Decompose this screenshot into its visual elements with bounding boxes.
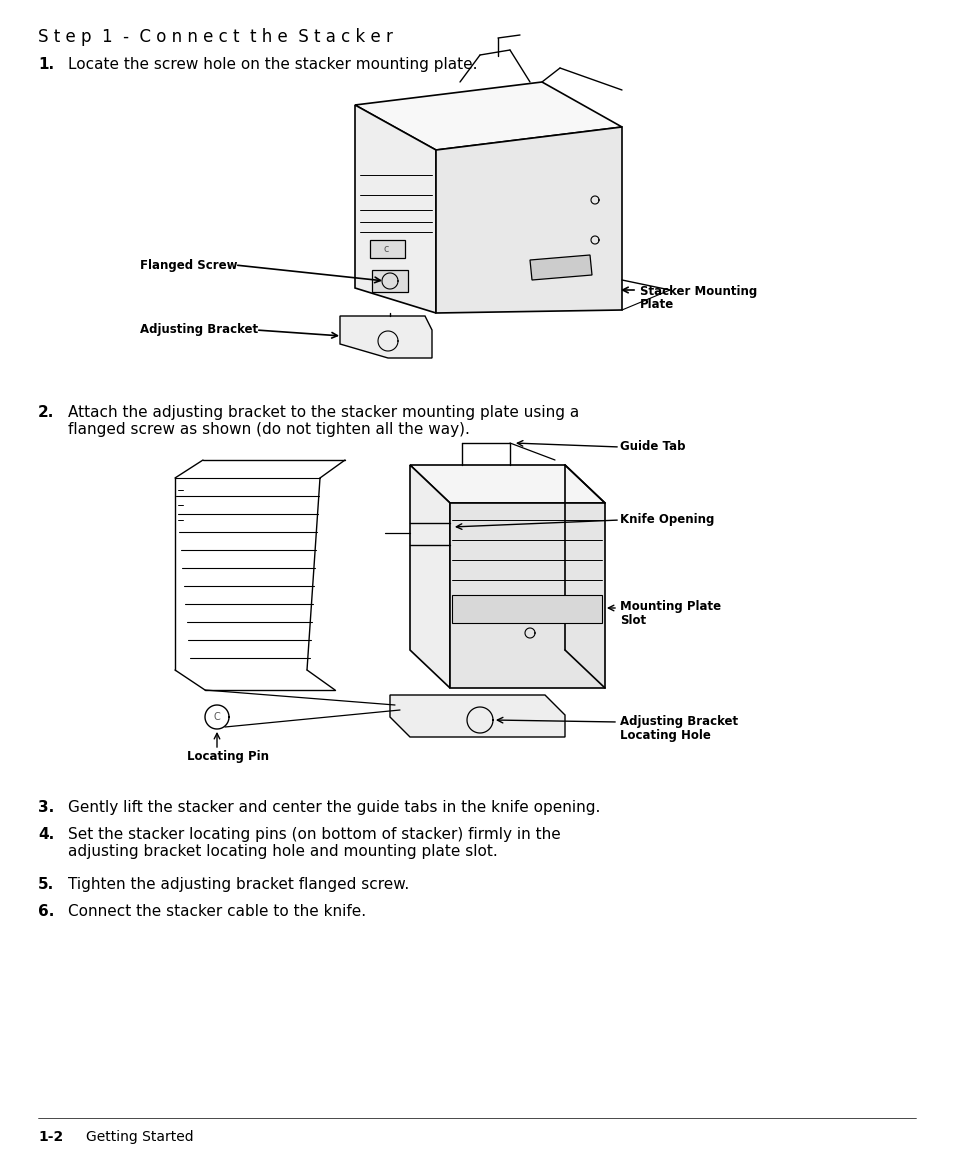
Text: Slot: Slot: [619, 614, 645, 627]
Text: 2.: 2.: [38, 404, 54, 420]
Text: Plate: Plate: [639, 298, 674, 311]
Text: 1.: 1.: [38, 57, 54, 72]
Text: Locating Hole: Locating Hole: [619, 729, 710, 742]
Text: Attach the adjusting bracket to the stacker mounting plate using a: Attach the adjusting bracket to the stac…: [68, 404, 578, 420]
Text: Getting Started: Getting Started: [86, 1130, 193, 1144]
Text: 4.: 4.: [38, 828, 54, 841]
Polygon shape: [355, 82, 621, 150]
Text: S t e p  1  -  C o n n e c t  t h e  S t a c k e r: S t e p 1 - C o n n e c t t h e S t a c …: [38, 28, 393, 46]
Text: Stacker Mounting: Stacker Mounting: [639, 285, 757, 298]
Text: 5.: 5.: [38, 877, 54, 892]
Text: Mounting Plate: Mounting Plate: [619, 600, 720, 613]
Text: Tighten the adjusting bracket flanged screw.: Tighten the adjusting bracket flanged sc…: [68, 877, 409, 892]
Text: Guide Tab: Guide Tab: [619, 440, 685, 453]
Polygon shape: [450, 503, 604, 688]
Text: Adjusting Bracket: Adjusting Bracket: [140, 323, 258, 336]
Text: flanged screw as shown (do not tighten all the way).: flanged screw as shown (do not tighten a…: [68, 422, 470, 437]
Polygon shape: [410, 465, 604, 503]
Polygon shape: [436, 127, 621, 313]
Text: Set the stacker locating pins (on bottom of stacker) firmly in the: Set the stacker locating pins (on bottom…: [68, 828, 560, 841]
Text: C: C: [213, 712, 220, 722]
Text: Knife Opening: Knife Opening: [619, 513, 714, 526]
Text: adjusting bracket locating hole and mounting plate slot.: adjusting bracket locating hole and moun…: [68, 844, 497, 859]
Polygon shape: [452, 595, 601, 624]
Polygon shape: [410, 465, 450, 688]
Polygon shape: [530, 255, 592, 280]
Text: 1-2: 1-2: [38, 1130, 63, 1144]
Polygon shape: [372, 270, 408, 292]
Text: Gently lift the stacker and center the guide tabs in the knife opening.: Gently lift the stacker and center the g…: [68, 800, 599, 815]
Text: Locating Pin: Locating Pin: [187, 750, 269, 763]
Polygon shape: [390, 695, 564, 737]
Text: Flanged Screw: Flanged Screw: [140, 258, 237, 271]
Text: 3.: 3.: [38, 800, 54, 815]
Text: Connect the stacker cable to the knife.: Connect the stacker cable to the knife.: [68, 904, 366, 919]
Text: c: c: [383, 245, 388, 254]
Text: Adjusting Bracket: Adjusting Bracket: [619, 715, 738, 728]
Text: 6.: 6.: [38, 904, 54, 919]
Text: Locate the screw hole on the stacker mounting plate.: Locate the screw hole on the stacker mou…: [68, 57, 477, 72]
Polygon shape: [339, 316, 432, 358]
Polygon shape: [355, 105, 436, 313]
Polygon shape: [370, 240, 405, 258]
